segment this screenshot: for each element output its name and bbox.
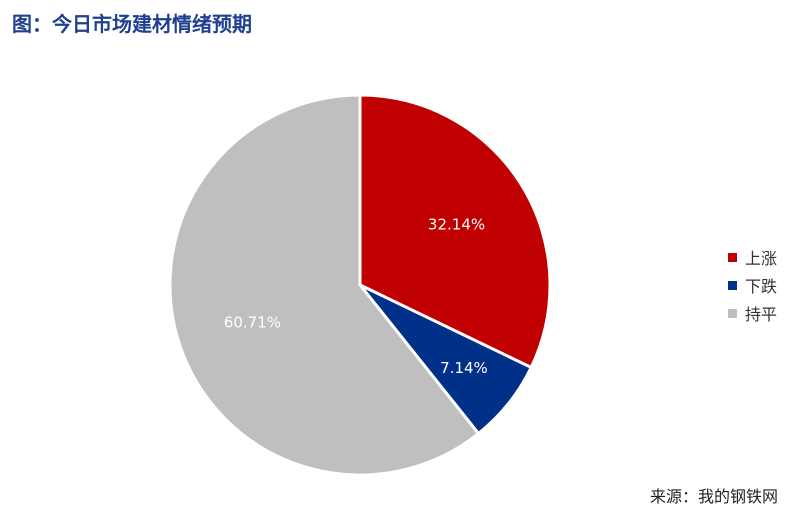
data-label-rise: 32.14% — [428, 215, 485, 233]
pie-slice-rise — [358, 93, 552, 370]
pie-slice-flat — [168, 93, 481, 477]
data-label-flat: 60.71% — [224, 314, 281, 332]
legend-swatch-flat — [728, 308, 737, 318]
legend-item-rise: 上涨 — [728, 243, 777, 271]
legend-swatch-rise — [728, 252, 737, 262]
chart-title: 图：今日市场建材情绪预期 — [12, 12, 252, 36]
legend-label-flat: 持平 — [745, 305, 778, 324]
legend: 上涨 下跌 持平 — [728, 243, 777, 327]
source-note: 来源：我的钢铁网 — [649, 487, 778, 506]
legend-item-flat: 持平 — [728, 299, 777, 327]
legend-label-fall: 下跌 — [745, 277, 778, 296]
legend-item-fall: 下跌 — [728, 271, 777, 299]
legend-swatch-fall — [728, 280, 737, 290]
data-label-fall: 7.14% — [440, 359, 488, 377]
legend-label-rise: 上涨 — [745, 249, 778, 268]
